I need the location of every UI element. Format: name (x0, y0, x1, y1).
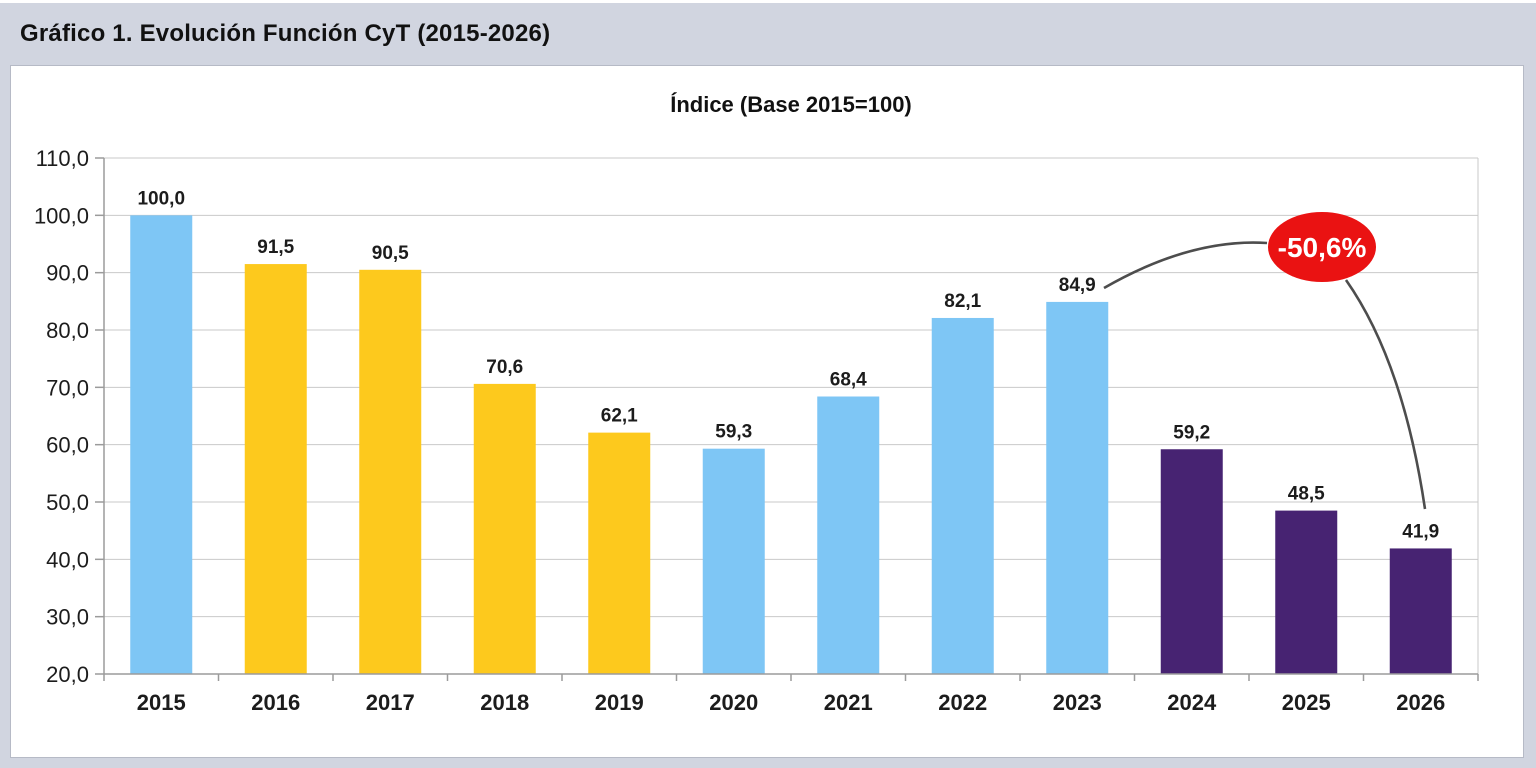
bar-2015 (130, 215, 193, 675)
x-axis-label-2022: 2022 (938, 690, 987, 715)
bar-value-label-2023: 84,9 (1059, 275, 1096, 296)
y-axis-label: 20,0 (46, 662, 89, 687)
y-axis-label: 110,0 (36, 146, 89, 171)
y-axis-label: 70,0 (46, 375, 89, 400)
x-axis-label-2024: 2024 (1167, 690, 1217, 715)
bar-2019 (588, 432, 651, 674)
page-top-strip (0, 0, 1536, 3)
annotation-line-from-2023 (1103, 241, 1268, 290)
x-axis-label-2026: 2026 (1396, 690, 1445, 715)
x-axis-label-2018: 2018 (480, 690, 529, 715)
y-axis-label: 60,0 (46, 433, 89, 458)
y-axis-label: 90,0 (46, 261, 89, 286)
bar-2025 (1275, 510, 1338, 674)
y-axis-label: 30,0 (46, 605, 89, 630)
chart-title: Gráfico 1. Evolución Función CyT (2015-2… (20, 20, 551, 47)
x-axis-label-2020: 2020 (709, 690, 758, 715)
bar-value-label-2024: 59,2 (1173, 422, 1210, 443)
bar-2022 (931, 317, 994, 674)
annotation-bubble (1268, 212, 1376, 282)
bar-value-label-2021: 68,4 (830, 370, 867, 391)
bar-2023 (1046, 301, 1109, 674)
chart-subtitle: Índice (Base 2015=100) (670, 92, 912, 117)
bar-2026 (1389, 548, 1452, 674)
bar-value-label-2020: 59,3 (715, 422, 752, 443)
chart-svg: 20,0 30,0 40,0 50,0 60,0 70,0 80,0 90,0 100,0 110… (34, 146, 1479, 715)
x-axis-label-2017: 2017 (366, 690, 415, 715)
bar-value-label-2017: 90,5 (372, 243, 409, 264)
y-axis-label: 80,0 (46, 318, 89, 343)
y-axis-label: 40,0 (46, 547, 89, 572)
x-axis-label-2023: 2023 (1053, 690, 1102, 715)
y-axis-label: 100,0 (34, 203, 89, 228)
bar-value-label-2019: 62,1 (601, 406, 638, 427)
bar-value-label-2015: 100,0 (137, 188, 185, 209)
bar-value-label-2018: 70,6 (486, 357, 523, 378)
x-axis-label-2015: 2015 (137, 690, 186, 715)
annotation-line-to-2026 (1344, 279, 1427, 510)
bar-2024 (1160, 449, 1223, 674)
bar-value-label-2026: 41,9 (1402, 521, 1439, 542)
bar-2017 (359, 269, 422, 674)
annotation-label: -50,6% (1278, 232, 1367, 263)
chart-panel: Índice (Base 2015=100) 20,0 30,0 40,0 50,0 6… (10, 65, 1524, 758)
x-axis-label-2021: 2021 (824, 690, 873, 715)
bar-2018 (473, 383, 536, 674)
bar-2020 (702, 448, 765, 674)
y-axis-label: 50,0 (46, 490, 89, 515)
bar-2016 (244, 264, 307, 674)
x-axis-label-2016: 2016 (251, 690, 300, 715)
bar-value-label-2016: 91,5 (257, 237, 294, 258)
x-axis-label-2019: 2019 (595, 690, 644, 715)
x-axis-label-2025: 2025 (1282, 690, 1331, 715)
chart-header: Gráfico 1. Evolución Función CyT (2015-2… (0, 3, 1536, 65)
bar-value-label-2022: 82,1 (944, 291, 981, 312)
bar-value-label-2025: 48,5 (1288, 484, 1325, 505)
bar-2021 (817, 396, 880, 674)
